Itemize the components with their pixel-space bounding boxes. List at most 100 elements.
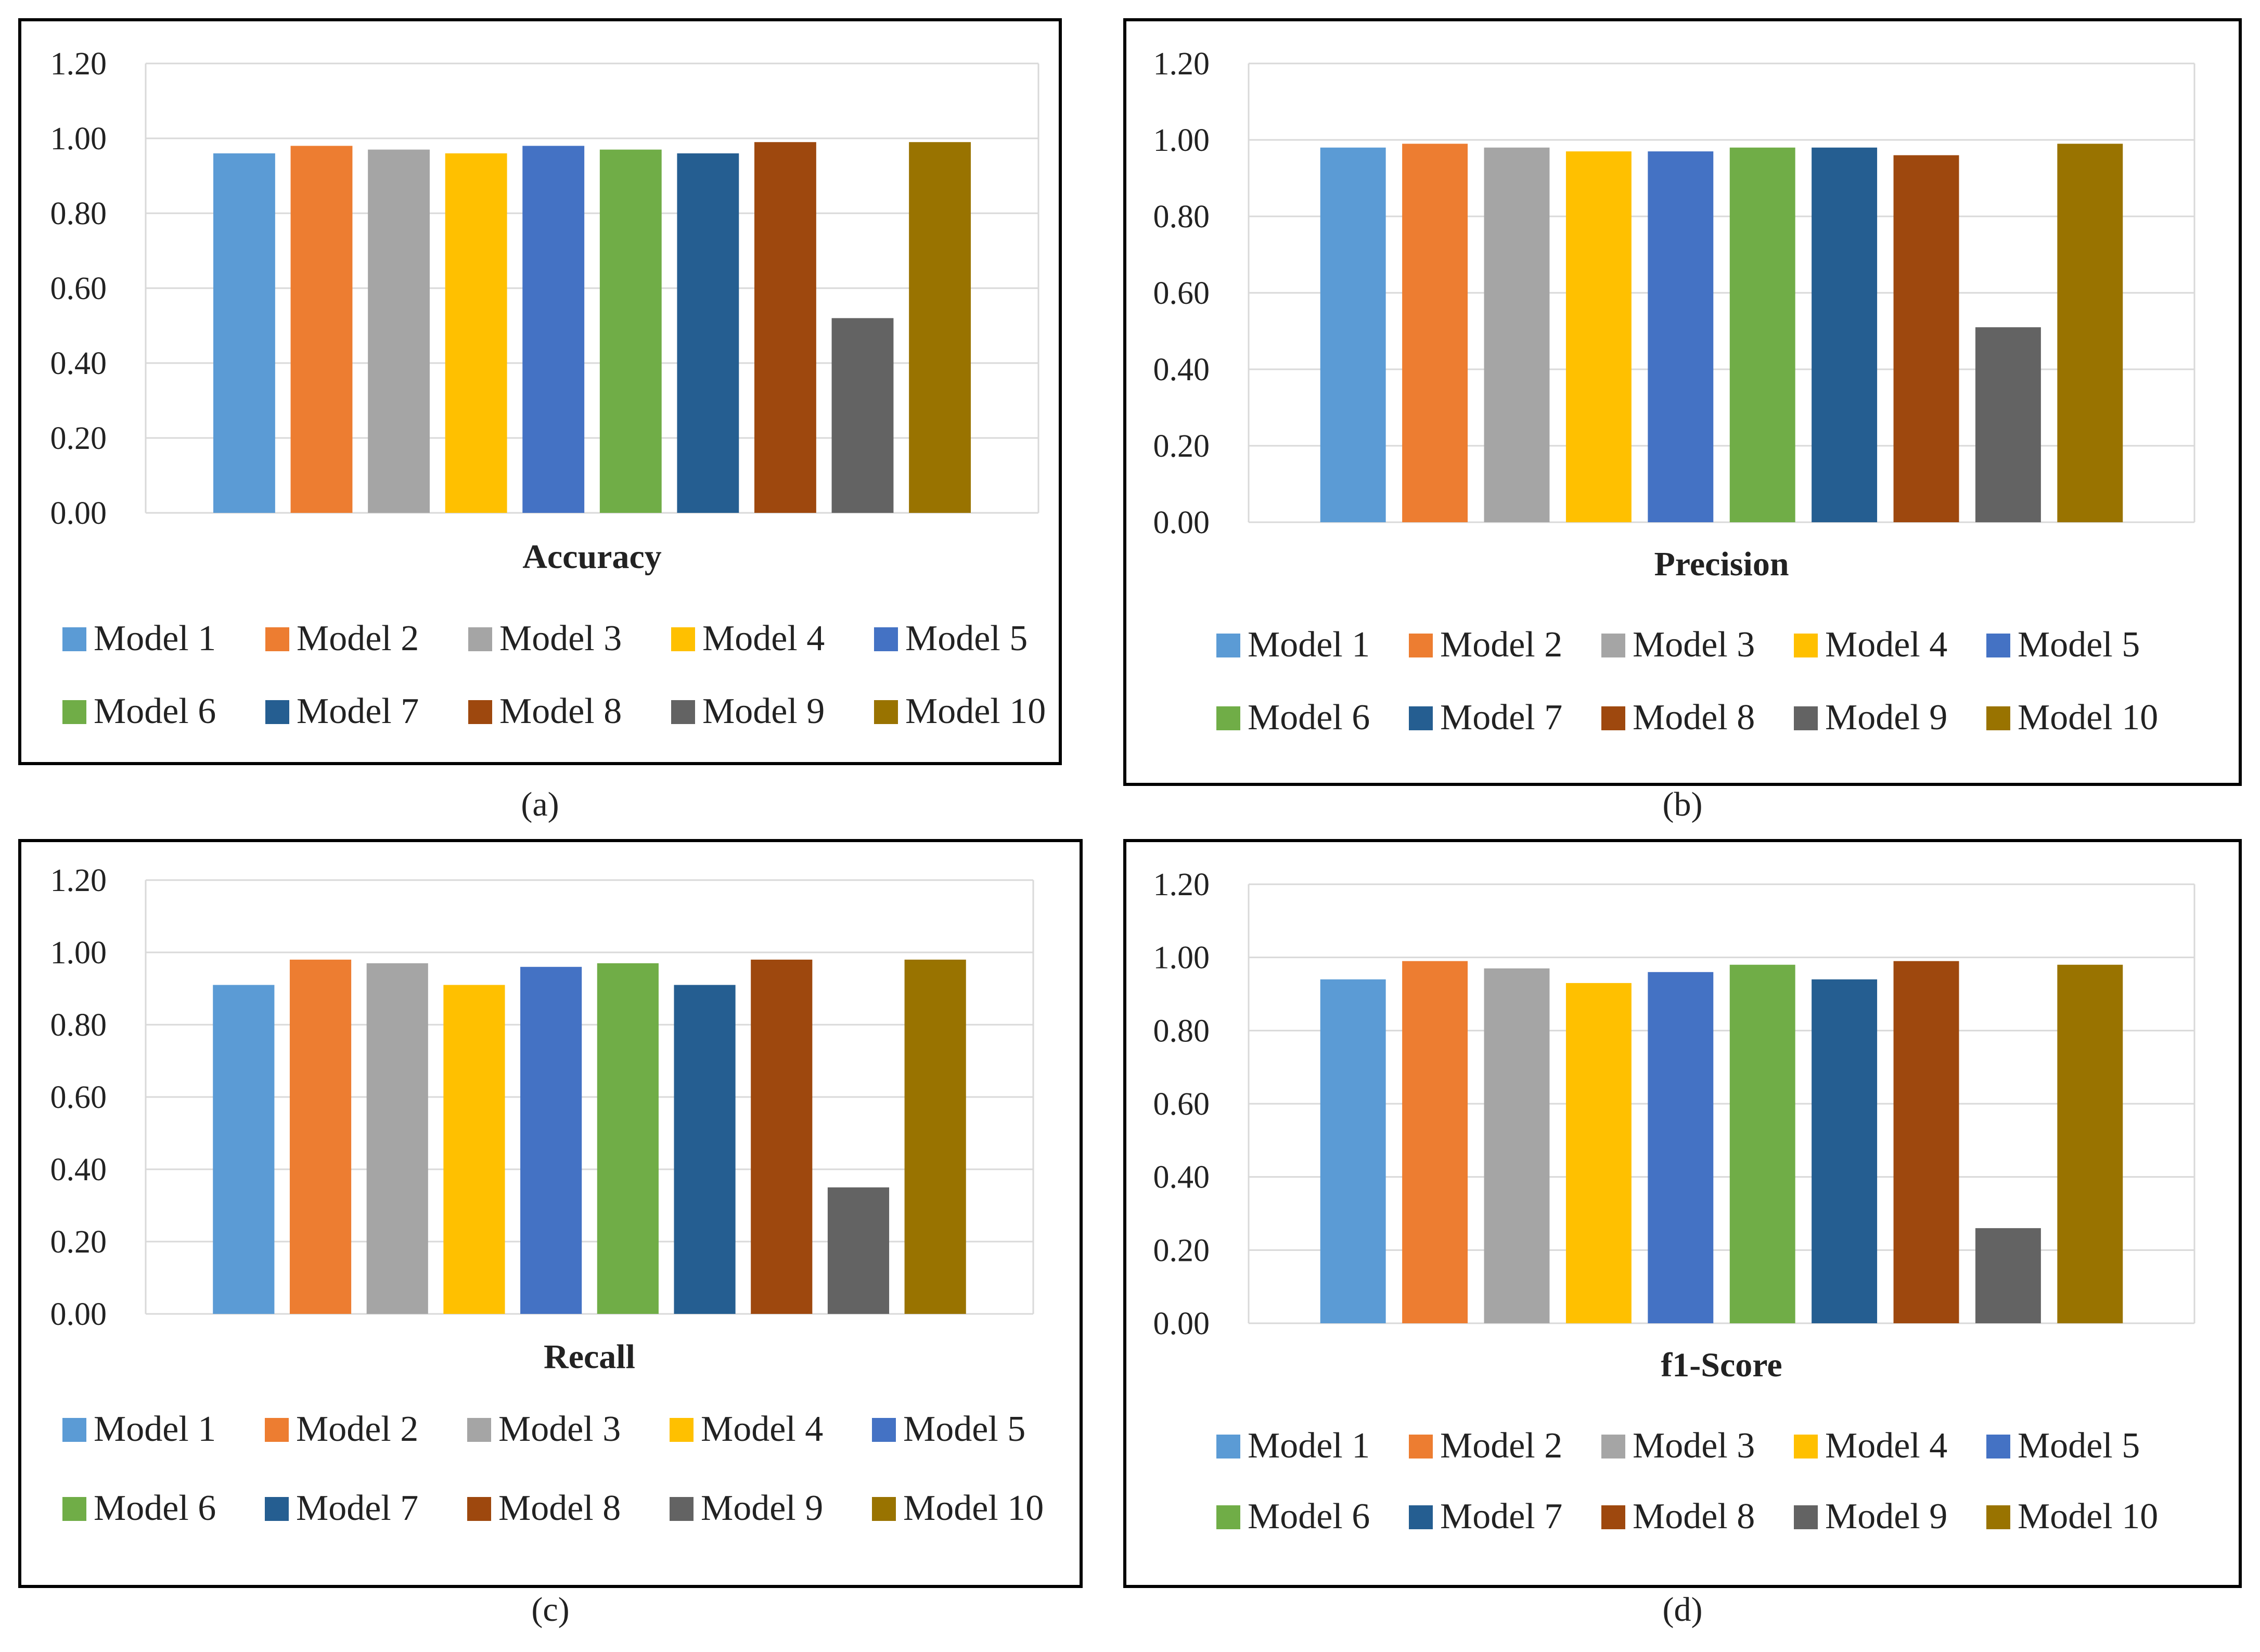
legend-swatch (265, 1418, 289, 1442)
panel-caption: (a) (521, 785, 559, 823)
legend-item-model-1: Model 1 (1216, 1426, 1370, 1466)
y-tick-label: 0.20 (1153, 429, 1210, 464)
bar-model-9 (827, 1187, 890, 1314)
legend-label: Model 1 (94, 618, 216, 659)
bar-model-1 (213, 153, 275, 513)
panel-caption: (b) (1663, 785, 1703, 823)
y-tick-label: 0.00 (50, 1297, 107, 1332)
legend-item-model-3: Model 3 (1601, 1426, 1755, 1466)
legend-label: Model 10 (905, 691, 1046, 731)
legend-item-model-1: Model 1 (62, 618, 216, 659)
legend-swatch (1601, 1505, 1625, 1529)
legend-item-model-7: Model 7 (1409, 698, 1562, 738)
legend-label: Model 5 (2018, 625, 2140, 665)
y-tick-label: 0.40 (50, 1152, 107, 1188)
legend-item-model-4: Model 4 (1794, 1426, 1947, 1466)
legend-item-model-5: Model 5 (1986, 1426, 2140, 1466)
bar-model-9 (1975, 327, 2041, 522)
legend-swatch (671, 627, 695, 651)
legend-label: Model 7 (296, 1488, 418, 1528)
legend-swatch (62, 1497, 86, 1521)
chart-panel-1: 0.00 0.20 0.40 0.60 0.80 1.00 1.20 Precision Mod… (1123, 18, 2242, 823)
legend-label: Model 8 (498, 1488, 621, 1528)
legend-label: Model 8 (499, 691, 622, 731)
bar-model-7 (1812, 979, 1878, 1323)
bar-model-8 (751, 959, 813, 1314)
legend-item-model-2: Model 2 (265, 618, 419, 659)
bar-model-10 (909, 142, 971, 513)
legend-label: Model 2 (1440, 1426, 1562, 1466)
legend-label: Model 8 (1633, 1496, 1755, 1537)
bar-model-5 (520, 966, 582, 1314)
bar-model-2 (1402, 961, 1468, 1323)
legend-label: Model 6 (94, 1488, 216, 1528)
legend-swatch (467, 1497, 491, 1521)
bar-model-8 (1893, 961, 1959, 1323)
legend-swatch (62, 627, 86, 651)
legend-label: Model 1 (1248, 1426, 1370, 1466)
y-tick-label: 0.20 (50, 421, 107, 456)
legend-label: Model 3 (1633, 625, 1755, 665)
legend-label: Model 9 (701, 1488, 823, 1528)
legend-item-model-8: Model 8 (467, 1488, 621, 1528)
chart-panel-0: 0.00 0.20 0.40 0.60 0.80 1.00 1.20 Accuracy Mode… (18, 18, 1062, 823)
legend-item-model-10: Model 10 (1986, 1496, 2158, 1537)
legend-item-model-4: Model 4 (670, 1409, 823, 1449)
y-tick-label: 1.20 (1153, 867, 1210, 902)
legend-label: Model 10 (2018, 698, 2158, 738)
legend-label: Model 1 (1248, 625, 1370, 665)
legend-swatch (671, 700, 695, 724)
y-tick-label: 0.80 (50, 1008, 107, 1043)
bar-model-3 (1484, 968, 1550, 1323)
legend-item-model-4: Model 4 (671, 618, 825, 659)
legend-label: Model 9 (1825, 1496, 1947, 1537)
legend-swatch (62, 700, 86, 724)
bar-model-3 (1484, 147, 1550, 522)
y-tick-label: 1.00 (1153, 123, 1210, 158)
bar-model-7 (1812, 147, 1878, 522)
y-tick-label: 0.60 (50, 271, 107, 306)
y-tick-label: 0.40 (1153, 1160, 1210, 1195)
legend-label: Model 9 (1825, 698, 1947, 738)
legend-swatch (872, 1497, 896, 1521)
bar-model-3 (366, 963, 428, 1314)
legend-item-model-10: Model 10 (874, 691, 1046, 731)
legend-swatch (1986, 1435, 2010, 1459)
legend-swatch (1409, 706, 1433, 730)
y-tick-label: 0.80 (50, 196, 107, 231)
bar-model-7 (674, 985, 736, 1314)
y-tick-label: 0.40 (1153, 352, 1210, 388)
panel-border (1123, 839, 2242, 1588)
bar-model-2 (1402, 144, 1468, 523)
bar-model-6 (1729, 147, 1795, 522)
legend-item-model-5: Model 5 (874, 618, 1028, 659)
bar-model-6 (599, 149, 662, 513)
y-tick-label: 0.00 (1153, 505, 1210, 540)
legend-swatch (1409, 1505, 1433, 1529)
legend-swatch (1601, 706, 1625, 730)
bar-model-9 (1975, 1228, 2041, 1323)
y-tick-label: 1.00 (1153, 940, 1210, 976)
legend-label: Model 10 (903, 1488, 1044, 1528)
legend-swatch (670, 1497, 694, 1521)
legend-swatch (670, 1418, 694, 1442)
legend-item-model-2: Model 2 (1409, 625, 1562, 665)
legend-swatch (1216, 1505, 1240, 1529)
y-tick-label: 0.00 (50, 496, 107, 531)
bar-model-1 (1320, 147, 1386, 522)
legend-item-model-2: Model 2 (265, 1409, 418, 1449)
bar-model-6 (1729, 964, 1795, 1323)
legend-label: Model 4 (1825, 625, 1947, 665)
legend-item-model-7: Model 7 (1409, 1496, 1562, 1537)
legend-label: Model 5 (903, 1409, 1025, 1449)
legend-label: Model 7 (1440, 698, 1562, 738)
legend-item-model-10: Model 10 (872, 1488, 1044, 1528)
legend-label: Model 5 (905, 618, 1028, 659)
legend-item-model-6: Model 6 (62, 1488, 216, 1528)
legend-label: Model 3 (498, 1409, 621, 1449)
legend-item-model-6: Model 6 (1216, 698, 1370, 738)
legend-label: Model 2 (297, 618, 419, 659)
legend-item-model-3: Model 3 (468, 618, 622, 659)
panel-border (1123, 18, 2242, 786)
legend-item-model-3: Model 3 (467, 1409, 621, 1449)
